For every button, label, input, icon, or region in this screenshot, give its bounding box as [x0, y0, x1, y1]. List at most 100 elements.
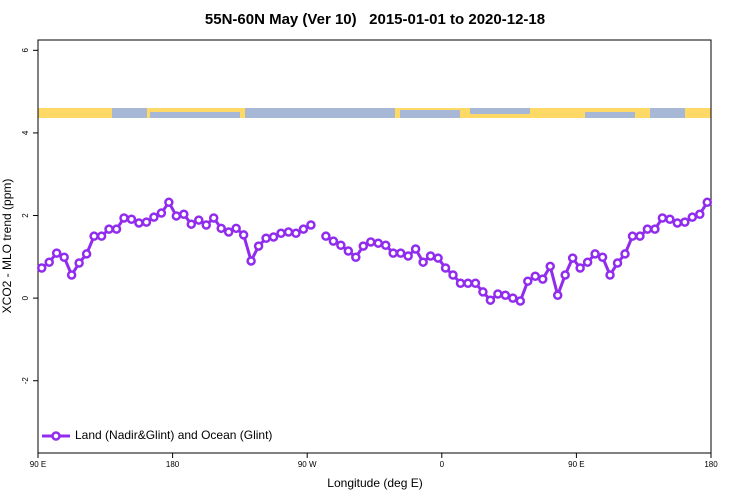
- point: [351, 252, 361, 262]
- point: [246, 256, 256, 266]
- point: [440, 263, 451, 273]
- point: [74, 258, 84, 268]
- point: [261, 233, 271, 243]
- point: [463, 278, 473, 289]
- point: [620, 249, 630, 259]
- point: [680, 217, 690, 227]
- point: [635, 231, 645, 241]
- point: [51, 248, 62, 258]
- point: [515, 296, 526, 306]
- point: [695, 209, 705, 220]
- point: [336, 240, 346, 251]
- x-axis-label: Longitude (deg E): [327, 476, 422, 490]
- ocean-patch: [650, 108, 685, 118]
- point: [194, 215, 204, 225]
- point: [306, 220, 316, 230]
- point: [552, 290, 563, 300]
- x-tick-label: 180: [166, 460, 180, 469]
- point: [538, 274, 548, 284]
- point: [343, 246, 354, 256]
- y-axis-label: XCO2 - MLO trend (ppm): [0, 179, 14, 314]
- point: [508, 293, 518, 303]
- point: [425, 251, 436, 261]
- point: [59, 252, 69, 262]
- point: [216, 223, 226, 234]
- point: [418, 257, 428, 267]
- point: [605, 270, 615, 280]
- point: [702, 197, 713, 208]
- point: [328, 236, 339, 246]
- point: [567, 253, 578, 263]
- point: [657, 213, 668, 223]
- point: [298, 224, 309, 234]
- point: [687, 212, 698, 222]
- legend-marker: [51, 431, 61, 441]
- point: [283, 227, 294, 237]
- point: [201, 220, 211, 230]
- ocean-patch: [400, 110, 460, 118]
- point: [373, 238, 383, 248]
- point: [231, 223, 241, 234]
- point: [321, 231, 331, 241]
- point: [530, 271, 541, 281]
- plot-frame: [37, 39, 712, 454]
- point: [141, 217, 152, 227]
- point: [612, 258, 623, 268]
- point: [276, 228, 286, 239]
- point: [403, 251, 413, 261]
- point: [268, 232, 279, 242]
- ocean-patch: [470, 108, 530, 114]
- point: [672, 218, 683, 228]
- point: [134, 218, 144, 228]
- point: [126, 214, 137, 224]
- point: [66, 270, 77, 280]
- point: [485, 295, 496, 305]
- point: [208, 213, 219, 223]
- point: [238, 230, 249, 240]
- point: [156, 208, 167, 218]
- point: [627, 231, 638, 241]
- point: [358, 241, 369, 251]
- ocean-patch: [150, 112, 240, 118]
- point: [470, 278, 481, 289]
- x-tick-label: 90 W: [298, 460, 317, 469]
- point: [253, 241, 264, 251]
- x-tick-label: 90 E: [568, 460, 584, 469]
- point: [545, 261, 555, 272]
- series-line: [40, 199, 709, 303]
- point: [575, 263, 585, 273]
- y-tick-label: 0: [21, 295, 30, 300]
- point: [493, 289, 503, 299]
- x-tick-label: 180: [704, 460, 718, 469]
- point: [642, 224, 653, 234]
- point: [44, 257, 54, 267]
- point: [171, 211, 182, 221]
- point: [81, 249, 92, 259]
- chart-title: 55N-60N May (Ver 10) 2015-01-01 to 2020-…: [205, 11, 545, 28]
- point: [186, 219, 197, 229]
- point: [590, 249, 600, 259]
- x-tick-label: 90 E: [30, 460, 46, 469]
- y-tick-label: 6: [21, 48, 30, 53]
- point: [478, 287, 488, 297]
- point: [455, 278, 466, 289]
- point: [119, 213, 129, 223]
- point: [104, 224, 114, 234]
- ocean-patch: [245, 108, 395, 118]
- point: [597, 252, 608, 262]
- point: [380, 240, 391, 251]
- map-strip: [38, 108, 711, 118]
- x-tick-label: 0: [440, 460, 445, 469]
- point: [395, 248, 406, 258]
- point: [433, 253, 443, 263]
- point: [366, 237, 376, 247]
- point: [96, 231, 107, 241]
- point: [291, 228, 301, 239]
- ocean-patch: [585, 112, 635, 118]
- point: [500, 290, 511, 300]
- point: [523, 276, 533, 286]
- point: [223, 227, 234, 237]
- legend-label: Land (Nadir&Glint) and Ocean (Glint): [75, 428, 272, 442]
